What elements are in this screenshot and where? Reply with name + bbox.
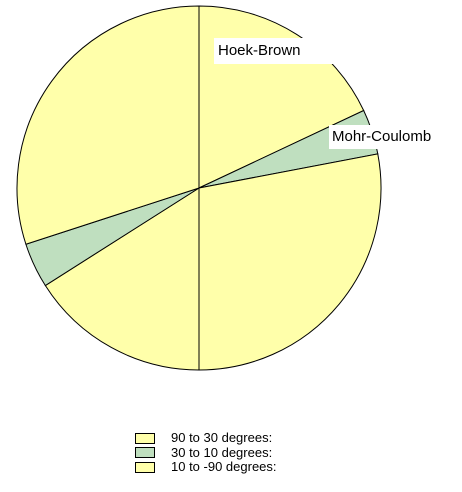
legend-item: 10 to -90 degrees: — [135, 460, 277, 475]
legend-item: 30 to 10 degrees: — [135, 444, 277, 461]
legend-label: 10 to -90 degrees: — [171, 459, 277, 475]
label-mohr-coulomb: Mohr-Coulomb — [329, 125, 454, 149]
legend: 90 to 30 degrees: 30 to 10 degrees: 10 t… — [135, 431, 277, 475]
legend-swatch — [135, 447, 155, 459]
pie-slice-4 — [44, 187, 200, 371]
legend-label: 30 to 10 degrees: — [171, 444, 273, 460]
pie-slice-6 — [16, 5, 200, 245]
legend-label: 90 to 30 degrees: — [171, 430, 273, 446]
legend-swatch — [135, 432, 155, 444]
label-hoek-brown: Hoek-Brown — [214, 38, 338, 64]
legend-item: 90 to 30 degrees: — [135, 431, 277, 446]
legend-swatch — [135, 461, 155, 473]
pie-slice-3 — [198, 153, 382, 371]
